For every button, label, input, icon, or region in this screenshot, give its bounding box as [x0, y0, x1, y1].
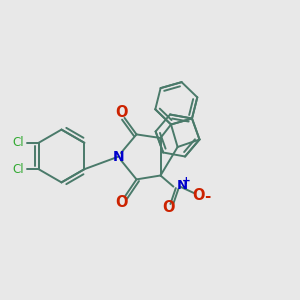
Text: Cl: Cl — [12, 163, 24, 176]
Text: O: O — [163, 200, 175, 215]
Text: +: + — [182, 176, 190, 186]
Text: -: - — [204, 189, 211, 204]
Text: O: O — [115, 105, 128, 120]
Text: N: N — [113, 150, 124, 164]
Text: Cl: Cl — [12, 136, 24, 149]
Text: O: O — [115, 195, 128, 210]
Text: O: O — [192, 188, 205, 202]
Text: N: N — [176, 178, 188, 192]
